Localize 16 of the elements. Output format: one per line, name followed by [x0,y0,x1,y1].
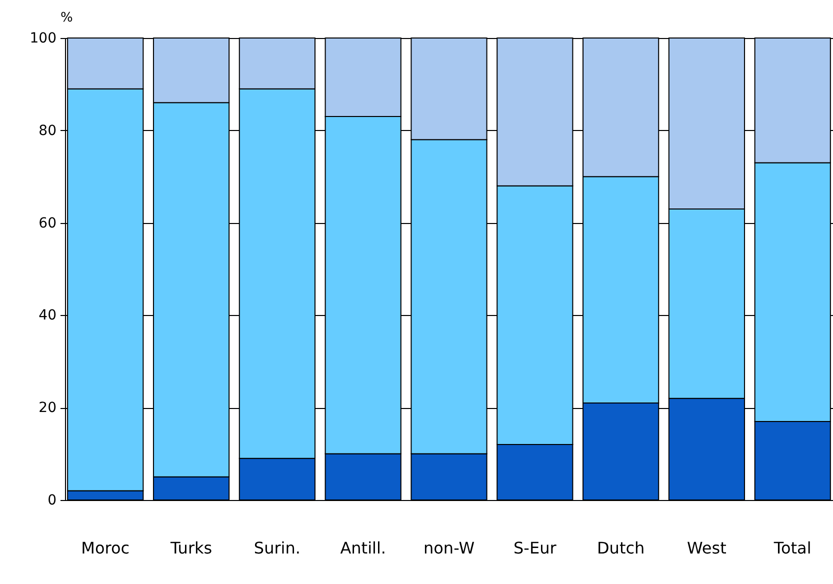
x-tick-label: Total [772,538,812,558]
y-tick-label: 60 [38,215,56,232]
x-tick-label: S-Eur [514,538,557,558]
x-tick-label: West [687,538,726,558]
y-tick-label: 80 [38,122,56,139]
x-tick-label: Dutch [596,538,645,558]
x-tick-label: non-W [423,538,475,558]
y-tick-label: 20 [38,400,56,416]
y-tick-label: 40 [38,308,56,324]
x-tick-label: Turks [169,538,212,558]
x-tick-label: Moroc [81,538,130,558]
x-tick-label: Surin. [254,538,300,558]
y-tick-label: 0 [48,492,56,508]
y-axis-title: % [60,10,73,26]
x-tick-label: Antill. [340,538,386,558]
y-tick-label: 100 [30,30,56,46]
